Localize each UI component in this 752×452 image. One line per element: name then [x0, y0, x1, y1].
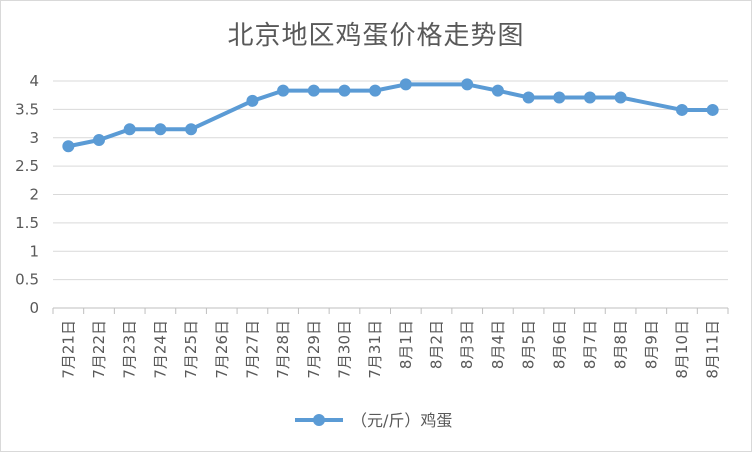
y-tick-label: 1.5 — [15, 214, 39, 232]
x-tick-label: 7月22日 — [90, 320, 108, 379]
x-tick-label: 8月2日 — [428, 320, 446, 369]
y-tick-label: 2 — [29, 186, 39, 204]
data-point — [522, 91, 535, 104]
legend-label-egg: （元/斤）鸡蛋 — [351, 411, 452, 430]
x-tick-label: 7月21日 — [59, 320, 77, 379]
chart-title: 北京地区鸡蛋价格走势图 — [227, 21, 525, 51]
data-point — [246, 94, 259, 107]
data-point — [675, 103, 688, 116]
legend-dot-marker — [313, 414, 325, 426]
x-tick-label: 8月4日 — [489, 320, 507, 369]
data-point — [583, 91, 596, 104]
x-tick-label: 8月10日 — [673, 320, 691, 379]
x-tick-label: 7月28日 — [274, 320, 292, 379]
data-point — [277, 84, 290, 97]
y-tick-label: 2.5 — [15, 157, 39, 175]
data-point — [307, 84, 320, 97]
x-tick-label: 8月7日 — [581, 320, 599, 369]
x-tick-label: 7月26日 — [213, 320, 231, 379]
data-point — [185, 123, 198, 136]
x-tick-label: 8月9日 — [642, 320, 660, 369]
data-point — [399, 78, 412, 91]
x-tick-label: 7月29日 — [305, 320, 323, 379]
series-egg-price — [62, 78, 719, 153]
x-tick-label: 8月11日 — [704, 320, 722, 379]
gridlines — [53, 80, 728, 309]
data-point — [491, 84, 504, 97]
x-tick-label: 8月1日 — [397, 320, 415, 369]
data-point — [461, 78, 474, 91]
data-point — [123, 123, 136, 136]
data-point — [338, 84, 351, 97]
x-tick-label: 7月24日 — [151, 320, 169, 379]
legend: （元/斤）鸡蛋 — [295, 411, 452, 430]
y-tick-label: 0 — [29, 299, 39, 317]
x-tick-label: 8月6日 — [550, 320, 568, 369]
x-tick-label: 8月8日 — [612, 320, 630, 369]
x-tick-label: 8月5日 — [520, 320, 538, 369]
y-tick-label: 3.5 — [15, 100, 39, 118]
x-axis: 7月21日 7月22日 7月23日 7月24日 7月25日 7月26日 7月27日 7月28日… — [52, 308, 729, 379]
x-tick-label: 7月30日 — [335, 320, 353, 379]
data-point — [614, 91, 627, 104]
y-tick-label: 1 — [29, 242, 39, 260]
data-point — [93, 134, 106, 147]
data-point — [706, 103, 719, 116]
x-tick-label: 7月31日 — [366, 320, 384, 379]
x-tick-label: 7月23日 — [121, 320, 139, 379]
data-point — [62, 140, 75, 153]
y-axis-ticks: 0 0.5 1 1.5 2 2.5 3 3.5 4 — [15, 72, 39, 317]
x-tick-label: 8月3日 — [458, 320, 476, 369]
y-tick-label: 3 — [29, 129, 39, 147]
y-tick-label: 4 — [29, 72, 39, 90]
data-point — [154, 123, 167, 136]
x-tick-label: 7月25日 — [182, 320, 200, 379]
y-tick-label: 0.5 — [15, 271, 39, 289]
data-point — [369, 84, 382, 97]
data-point — [553, 91, 566, 104]
x-tick-label: 7月27日 — [243, 320, 261, 379]
